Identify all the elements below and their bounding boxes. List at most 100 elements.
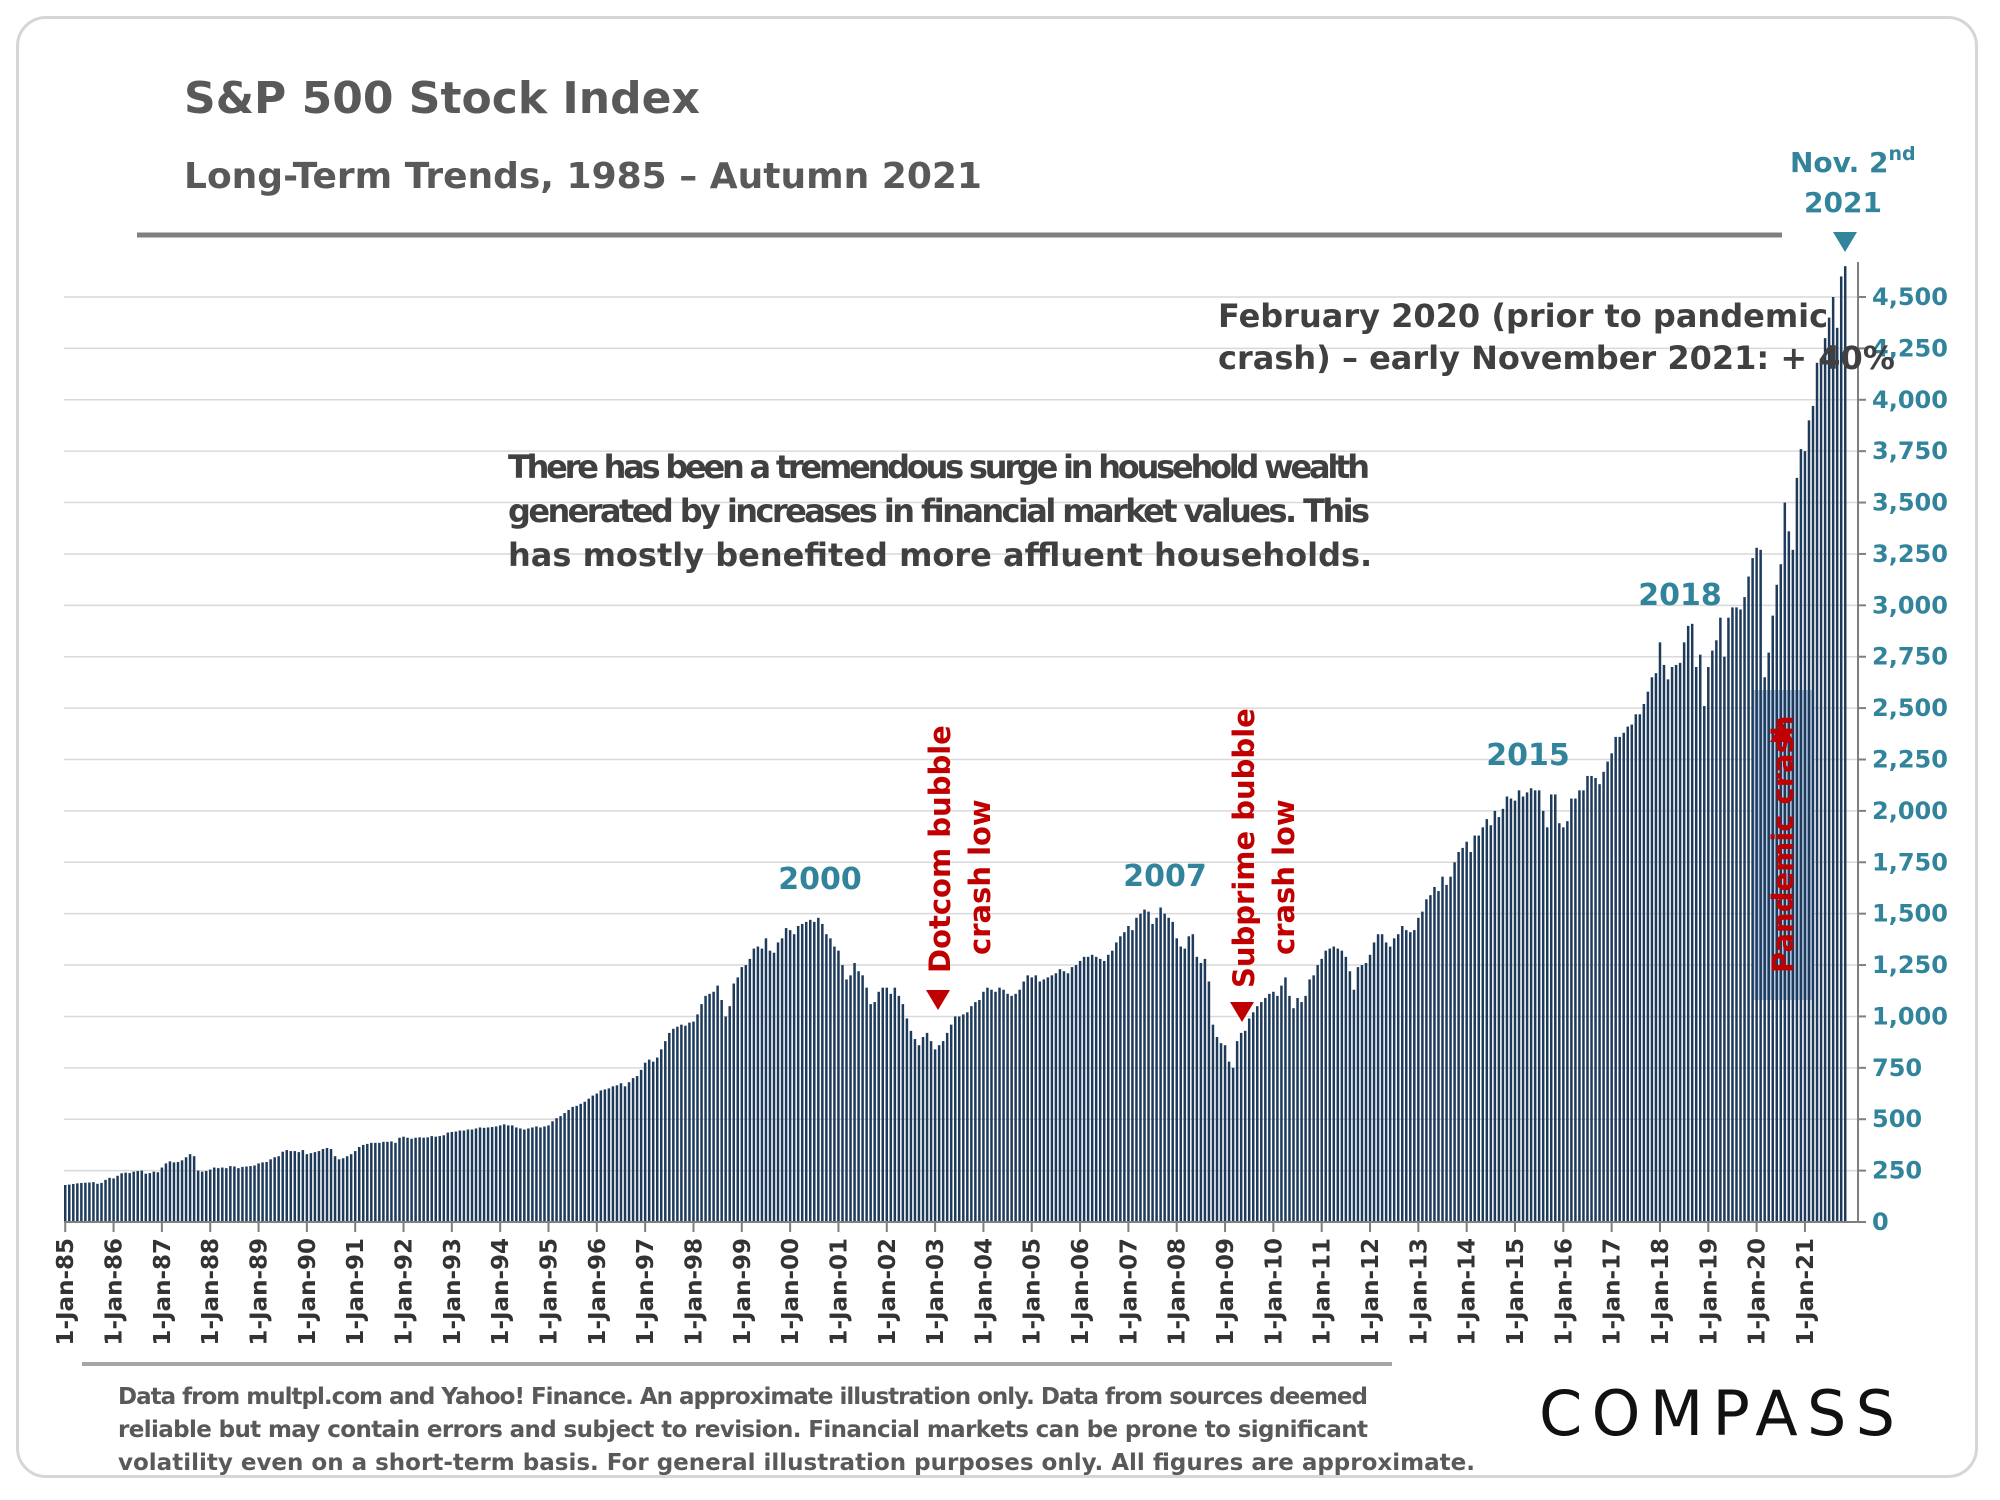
- bar: [1614, 736, 1617, 1222]
- wealth-note-line1: There has been a tremendous surge in hou…: [508, 448, 1370, 486]
- bar: [1195, 956, 1199, 1222]
- bar: [865, 987, 868, 1222]
- bar: [474, 1128, 478, 1222]
- bar: [958, 1016, 961, 1222]
- bar: [1787, 531, 1791, 1222]
- bar: [213, 1167, 216, 1222]
- bar: [1336, 948, 1340, 1222]
- bar: [1171, 921, 1174, 1222]
- bar: [1711, 650, 1714, 1222]
- bar: [527, 1128, 530, 1222]
- y-tick-label: 3,500: [1872, 489, 1948, 517]
- x-tick-label: 1-Jan-95: [537, 1238, 563, 1346]
- bar: [1537, 790, 1541, 1222]
- bar: [1598, 784, 1601, 1222]
- bar: [873, 1002, 876, 1222]
- bar: [792, 934, 796, 1222]
- x-tick-label: 1-Jan-85: [53, 1238, 79, 1346]
- bar: [1501, 808, 1505, 1222]
- bar: [390, 1141, 393, 1222]
- bar: [1042, 979, 1046, 1222]
- bar: [917, 1045, 921, 1222]
- bar: [559, 1116, 562, 1222]
- bar: [438, 1136, 442, 1222]
- bar: [1690, 623, 1694, 1222]
- bar: [72, 1183, 75, 1222]
- bar: [748, 958, 752, 1222]
- bar: [1533, 790, 1537, 1222]
- bar: [539, 1127, 542, 1222]
- bar: [1453, 862, 1456, 1222]
- bar: [1127, 926, 1130, 1222]
- bar: [1356, 967, 1360, 1222]
- label-2018: 2018: [1638, 578, 1722, 613]
- bar: [1251, 1012, 1255, 1222]
- bar: [1022, 981, 1025, 1222]
- bar: [1489, 825, 1493, 1222]
- bar: [1807, 420, 1811, 1223]
- bar: [825, 934, 828, 1222]
- bar: [1090, 954, 1094, 1222]
- bar: [120, 1173, 123, 1222]
- bar: [615, 1085, 619, 1222]
- y-tick-label: 1,250: [1872, 951, 1948, 979]
- bar: [647, 1059, 651, 1222]
- bar: [1300, 1002, 1303, 1222]
- bar: [1578, 790, 1581, 1222]
- bar: [1163, 913, 1166, 1222]
- bar: [1819, 358, 1823, 1222]
- bar: [1014, 993, 1017, 1222]
- bar: [986, 987, 989, 1222]
- bar: [1783, 502, 1787, 1222]
- bar: [1376, 934, 1380, 1222]
- bar: [1525, 792, 1529, 1222]
- x-tick-label: 1-Jan-87: [150, 1238, 176, 1346]
- bar: [1618, 736, 1621, 1222]
- bar: [1352, 989, 1356, 1222]
- y-tick-label: 1,000: [1872, 1002, 1948, 1030]
- bar: [1167, 917, 1170, 1222]
- bar: [1425, 899, 1428, 1222]
- pandemic-note-line1: February 2020 (prior to pandemic: [1218, 297, 1828, 335]
- bar: [1320, 958, 1323, 1222]
- bar: [885, 987, 889, 1222]
- bar: [1449, 876, 1452, 1222]
- bar: [1094, 956, 1098, 1222]
- x-tick-label: 1-Jan-13: [1406, 1238, 1432, 1346]
- x-tick-label: 1-Jan-17: [1600, 1238, 1626, 1346]
- bar: [1030, 977, 1033, 1222]
- bar: [929, 1041, 933, 1222]
- footer-line3: volatility even on a short-term basis. F…: [118, 1450, 1475, 1476]
- bar: [1634, 714, 1638, 1222]
- bar: [382, 1141, 385, 1222]
- bar: [655, 1057, 659, 1222]
- bar: [760, 948, 764, 1222]
- bar: [877, 991, 880, 1222]
- bar: [237, 1168, 240, 1222]
- bar: [164, 1163, 168, 1222]
- bar: [1823, 338, 1827, 1222]
- x-tick-label: 1-Jan-11: [1310, 1238, 1336, 1346]
- bar: [1582, 790, 1585, 1222]
- y-tick-label: 2,750: [1872, 643, 1948, 671]
- bar: [1707, 667, 1710, 1222]
- x-tick-label: 1-Jan-99: [730, 1238, 756, 1346]
- bar: [1247, 1018, 1251, 1222]
- bar: [462, 1130, 466, 1222]
- bar: [108, 1177, 111, 1222]
- bar: [567, 1109, 570, 1222]
- y-tick-label: 750: [1872, 1054, 1922, 1082]
- x-tick-label: 1-Jan-12: [1358, 1238, 1384, 1346]
- bar: [1699, 654, 1702, 1222]
- bar: [1115, 942, 1118, 1222]
- bar: [1380, 934, 1384, 1222]
- bar: [639, 1069, 643, 1222]
- bar: [744, 965, 748, 1222]
- bar: [498, 1125, 502, 1222]
- bar: [1638, 714, 1642, 1222]
- bar: [180, 1160, 184, 1222]
- bar: [688, 1022, 691, 1222]
- y-tick-label: 4,250: [1872, 334, 1948, 362]
- bar: [1388, 946, 1392, 1222]
- bar: [994, 991, 997, 1222]
